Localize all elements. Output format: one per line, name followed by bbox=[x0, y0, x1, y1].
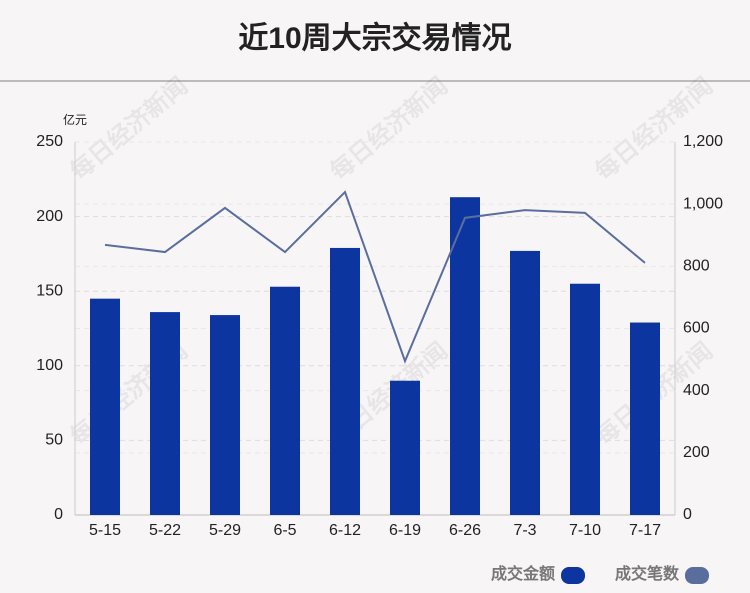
x-tick-label: 6-19 bbox=[389, 522, 421, 539]
bar bbox=[390, 380, 420, 515]
x-tick-label: 6-12 bbox=[329, 522, 361, 539]
bar bbox=[510, 250, 540, 515]
bar bbox=[150, 312, 180, 515]
y-tick-label: 0 bbox=[54, 506, 63, 523]
bar bbox=[630, 322, 660, 515]
y2-tick-label: 600 bbox=[683, 320, 710, 337]
legend-label: 成交金额 bbox=[491, 564, 555, 583]
y-tick-label: 150 bbox=[36, 282, 63, 299]
bar bbox=[450, 197, 480, 516]
bar bbox=[330, 247, 360, 515]
x-tick-label: 6-26 bbox=[449, 522, 481, 539]
y-tick-label: 200 bbox=[36, 208, 63, 225]
x-tick-label: 6-5 bbox=[273, 522, 296, 539]
y2-tick-label: 400 bbox=[683, 382, 710, 399]
x-tick-label: 7-17 bbox=[629, 522, 661, 539]
bar bbox=[210, 315, 240, 515]
y2-tick-label: 1,000 bbox=[683, 195, 723, 212]
legend-swatch bbox=[561, 567, 585, 584]
x-tick-label: 5-15 bbox=[89, 522, 121, 539]
x-tick-label: 7-10 bbox=[569, 522, 601, 539]
y2-tick-label: 800 bbox=[683, 258, 710, 275]
y2-tick-label: 1,200 bbox=[683, 133, 723, 150]
y-tick-label: 250 bbox=[36, 133, 63, 150]
x-tick-label: 7-3 bbox=[513, 522, 536, 539]
bar bbox=[90, 298, 120, 515]
bar bbox=[570, 283, 600, 515]
y-tick-label: 50 bbox=[45, 432, 63, 449]
y-tick-label: 100 bbox=[36, 357, 63, 374]
y2-tick-label: 0 bbox=[683, 506, 692, 523]
bar bbox=[270, 286, 300, 515]
y2-tick-label: 200 bbox=[683, 444, 710, 461]
line bbox=[104, 190, 646, 364]
chart-title: 近10周大宗交易情况 bbox=[238, 21, 511, 55]
legend-swatch bbox=[685, 567, 709, 584]
x-tick-label: 5-22 bbox=[149, 522, 181, 539]
y-axis-unit: 亿元 bbox=[63, 112, 87, 127]
legend-label: 成交笔数 bbox=[615, 564, 680, 583]
x-tick-label: 5-29 bbox=[209, 522, 241, 539]
